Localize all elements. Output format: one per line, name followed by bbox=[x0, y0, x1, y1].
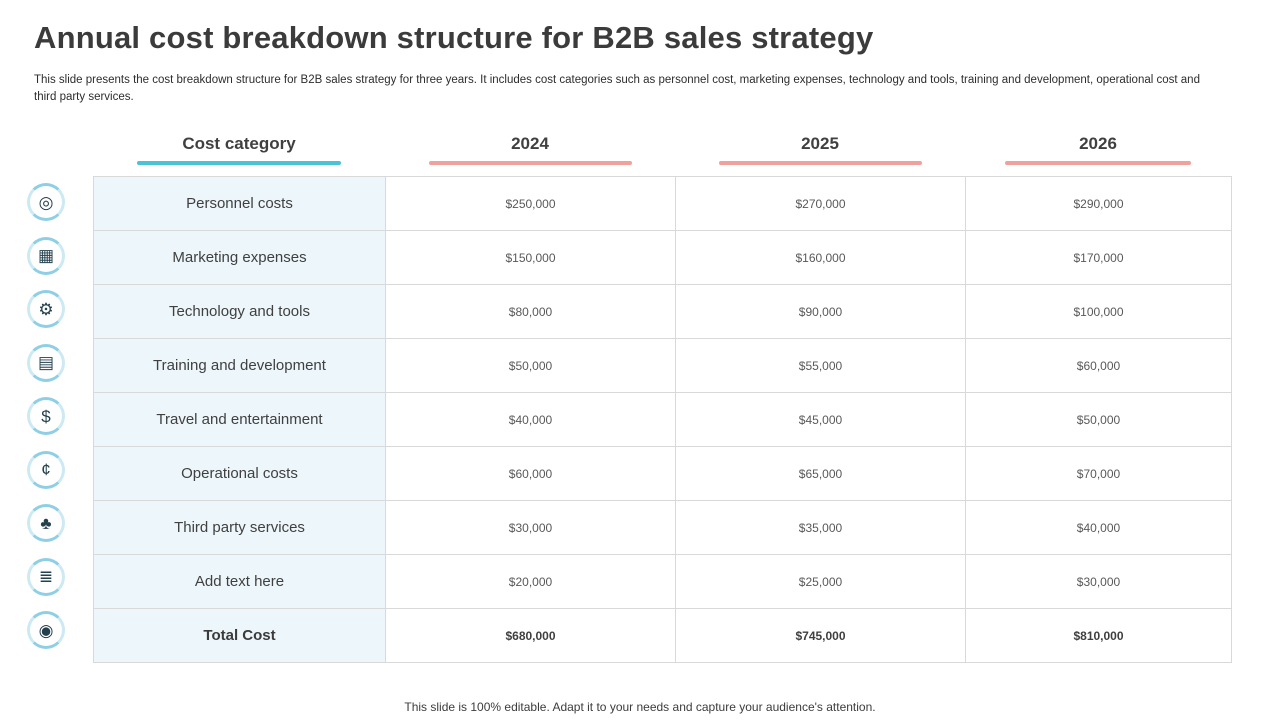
table-cell-2026: $170,000 bbox=[966, 231, 1232, 285]
table-cell-2026: $50,000 bbox=[966, 393, 1232, 447]
table-cell-2025: $90,000 bbox=[676, 285, 966, 339]
money-settings-glyph: ¢ bbox=[41, 460, 51, 479]
financial-report-glyph: ≣ bbox=[38, 567, 54, 586]
table-cell-2026: $30,000 bbox=[966, 555, 1232, 609]
image-icon: ▦ bbox=[27, 236, 65, 275]
table-cell-2026: $290,000 bbox=[966, 177, 1232, 231]
header-underline-salmon bbox=[1004, 161, 1192, 165]
slide-footer: This slide is 100% editable. Adapt it to… bbox=[404, 700, 876, 714]
table-cell-total-2024: $680,000 bbox=[386, 609, 676, 663]
hand-plant-glyph: ♣ bbox=[40, 513, 52, 533]
table-cell-2025: $35,000 bbox=[676, 501, 966, 555]
header-label-2025: 2025 bbox=[801, 134, 839, 153]
table-cell-2024: $60,000 bbox=[386, 447, 676, 501]
table-cell-2025: $55,000 bbox=[676, 339, 966, 393]
slide-subtitle: This slide presents the cost breakdown s… bbox=[34, 74, 1200, 103]
table-body: Personnel costs $250,000 $270,000 $290,0… bbox=[93, 176, 1232, 663]
column-header-2024: 2024 bbox=[385, 128, 675, 176]
table-row-category: Marketing expenses bbox=[94, 231, 386, 285]
column-header-2026: 2026 bbox=[965, 128, 1231, 176]
table-cell-2026: $70,000 bbox=[966, 447, 1232, 501]
presentation-chart-icon: ▤ bbox=[27, 343, 65, 382]
table-cell-2025: $65,000 bbox=[676, 447, 966, 501]
target-arrow-glyph: ◎ bbox=[38, 192, 54, 212]
presentation-chart-glyph: ▤ bbox=[37, 353, 55, 372]
table-cell-2026: $100,000 bbox=[966, 285, 1232, 339]
table-row-category: Training and development bbox=[94, 339, 386, 393]
table-cell-2024: $250,000 bbox=[386, 177, 676, 231]
gear-glyph: ⚙ bbox=[38, 299, 54, 319]
table-cell-2026: $40,000 bbox=[966, 501, 1232, 555]
column-header-cost-category: Cost category bbox=[93, 128, 385, 176]
table-header-row: Cost category 2024 2025 2026 bbox=[93, 128, 1232, 176]
table-cell-2024: $80,000 bbox=[386, 285, 676, 339]
table-cell-2024: $30,000 bbox=[386, 501, 676, 555]
money-settings-icon: ¢ bbox=[27, 450, 65, 489]
currency-exchange-icon: $ bbox=[27, 397, 65, 435]
table-cell-2025: $25,000 bbox=[676, 555, 966, 609]
table-cell-2025: $45,000 bbox=[676, 393, 966, 447]
camera-glyph: ◉ bbox=[38, 620, 54, 640]
cost-table: Cost category 2024 2025 2026 Personnel c… bbox=[93, 128, 1232, 663]
camera-icon: ◉ bbox=[27, 611, 65, 649]
table-cell-2025: $270,000 bbox=[676, 177, 966, 231]
financial-report-icon: ≣ bbox=[27, 557, 65, 596]
table-cell-2024: $150,000 bbox=[386, 231, 676, 285]
image-glyph: ▦ bbox=[37, 246, 55, 265]
page-title: Annual cost breakdown structure for B2B … bbox=[34, 20, 874, 55]
table-cell-2024: $20,000 bbox=[386, 555, 676, 609]
table-row-category: Technology and tools bbox=[94, 285, 386, 339]
header-label-2024: 2024 bbox=[511, 134, 549, 153]
header-underline-teal bbox=[136, 161, 342, 165]
table-row-category: Operational costs bbox=[94, 447, 386, 501]
target-arrow-icon: ◎ bbox=[27, 183, 65, 221]
header-label-2026: 2026 bbox=[1079, 134, 1117, 153]
table-cell-2024: $50,000 bbox=[386, 339, 676, 393]
hand-plant-icon: ♣ bbox=[27, 504, 65, 542]
header-underline-salmon bbox=[718, 161, 922, 165]
icon-rail: ◎ ▦ ⚙ ▤ $ ¢ ♣ ≣ ◉ bbox=[27, 183, 65, 649]
table-cell-2025: $160,000 bbox=[676, 231, 966, 285]
header-underline-salmon bbox=[428, 161, 632, 165]
table-row-category: Travel and entertainment bbox=[94, 393, 386, 447]
table-row-category: Add text here bbox=[94, 555, 386, 609]
table-cell-total-2025: $745,000 bbox=[676, 609, 966, 663]
table-cell-2024: $40,000 bbox=[386, 393, 676, 447]
table-row-total-label: Total Cost bbox=[94, 609, 386, 663]
table-cell-2026: $60,000 bbox=[966, 339, 1232, 393]
gear-icon: ⚙ bbox=[27, 290, 65, 328]
table-row-category: Personnel costs bbox=[94, 177, 386, 231]
column-header-2025: 2025 bbox=[675, 128, 965, 176]
table-row-category: Third party services bbox=[94, 501, 386, 555]
table-cell-total-2026: $810,000 bbox=[966, 609, 1232, 663]
header-label-cost-category: Cost category bbox=[182, 134, 296, 153]
currency-exchange-glyph: $ bbox=[41, 406, 51, 426]
